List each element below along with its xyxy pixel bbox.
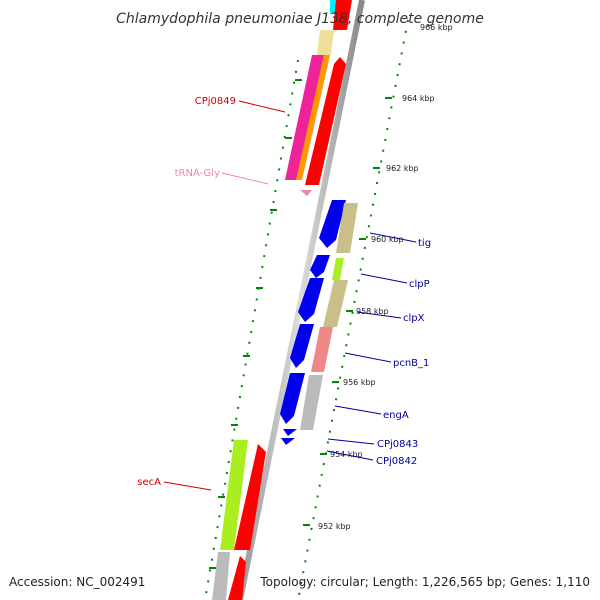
trna-gly-feature [300, 190, 312, 196]
scale-label-960: 960 kbp [371, 235, 404, 244]
gene-label-pcnb: pcnB_1 [393, 358, 429, 369]
scale-tick-marks [209, 79, 392, 569]
gene-pcnb [290, 324, 314, 368]
gene-seca [220, 440, 248, 550]
map-title: Chlamydophila pneumoniae J138, complete … [116, 11, 484, 27]
gene-feature-yellow [317, 30, 334, 55]
gene-label-cpj0849: CPj0849 [195, 96, 236, 107]
topology-text: Topology: circular; Length: 1,226,565 bp… [259, 575, 590, 589]
gene-label-tig: tig [418, 238, 431, 249]
scale-label-958: 958 kbp [356, 307, 389, 316]
gene-label-clpp: clpP [409, 279, 430, 290]
accession-text: Accession: NC_002491 [9, 575, 145, 589]
gene-feature-olive-1 [336, 203, 358, 253]
label-connectors [163, 100, 417, 491]
scale-label-966: 966 kbp [420, 23, 453, 32]
gene-feature-red-top [333, 0, 352, 30]
scale-label-952: 952 kbp [318, 522, 351, 531]
scale-label-956: 956 kbp [343, 378, 376, 387]
gene-clpx [298, 278, 324, 322]
gene-feature-gray [300, 375, 323, 430]
gene-blue-2 [310, 255, 330, 278]
gene-tig [319, 200, 346, 248]
gene-feature-green-small [332, 258, 344, 280]
gene-label-enga: engA [383, 410, 409, 421]
gene-cpj0842 [281, 438, 295, 445]
scale-label-964: 964 kbp [402, 94, 435, 103]
gene-label-seca: secA [137, 477, 161, 488]
gene-feature-red [305, 57, 346, 185]
gene-feature-orange [296, 55, 330, 180]
scale-label-962: 962 kbp [386, 164, 419, 173]
gene-enga [280, 373, 305, 424]
gene-label-trna-gly: tRNA-Gly [175, 168, 220, 179]
gene-feature-red-bottom [234, 444, 266, 550]
gene-label-clpx: clpX [403, 313, 425, 324]
gene-feature-gray-bottom [212, 552, 230, 600]
gene-feature-pink [311, 327, 333, 372]
gene-cpj0843 [283, 429, 297, 436]
gene-label-cpj0843: CPj0843 [377, 439, 418, 450]
backbone-line [237, 0, 365, 600]
gene-cpj0849-magenta [285, 55, 324, 180]
gene-feature-olive-2 [323, 280, 348, 327]
gene-label-cpj0842: CPj0842 [376, 456, 417, 467]
gene-feature-red-bottom-2 [228, 556, 246, 600]
